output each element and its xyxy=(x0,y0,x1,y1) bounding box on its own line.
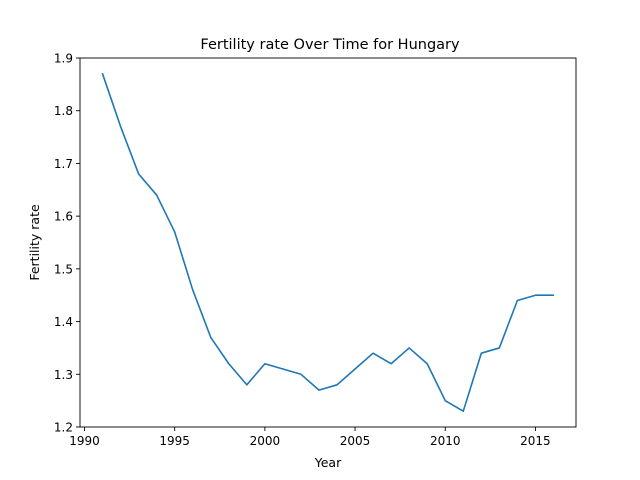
y-tick-label: 1.6 xyxy=(54,210,73,224)
chart-title: Fertility rate Over Time for Hungary xyxy=(200,37,460,53)
x-tick-label: 2000 xyxy=(250,434,281,448)
x-tick-label: 2005 xyxy=(340,434,371,448)
x-tick-label: 1990 xyxy=(69,434,100,448)
x-tick-label: 2015 xyxy=(520,434,551,448)
y-tick-label: 1.8 xyxy=(54,104,73,118)
y-tick-label: 1.5 xyxy=(54,262,73,276)
y-tick-label: 1.9 xyxy=(54,52,73,66)
y-tick-label: 1.7 xyxy=(54,157,73,171)
series-layer xyxy=(101,73,555,412)
x-tick-label: 1995 xyxy=(159,434,190,448)
y-tick-label: 1.2 xyxy=(54,421,73,435)
series-line xyxy=(101,73,555,412)
y-axis: 1.2 1.3 1.4 1.5 1.6 1.7 1.8 1.9 xyxy=(54,52,80,435)
x-axis-label: Year xyxy=(314,455,342,470)
y-tick-label: 1.3 xyxy=(54,368,73,382)
y-axis-label: Fertility rate xyxy=(27,204,42,281)
y-tick-label: 1.4 xyxy=(54,315,73,329)
axes-frame xyxy=(79,57,577,428)
x-axis: 1990 1995 2000 2005 2010 2015 xyxy=(69,427,551,448)
x-tick-label: 2010 xyxy=(430,434,461,448)
